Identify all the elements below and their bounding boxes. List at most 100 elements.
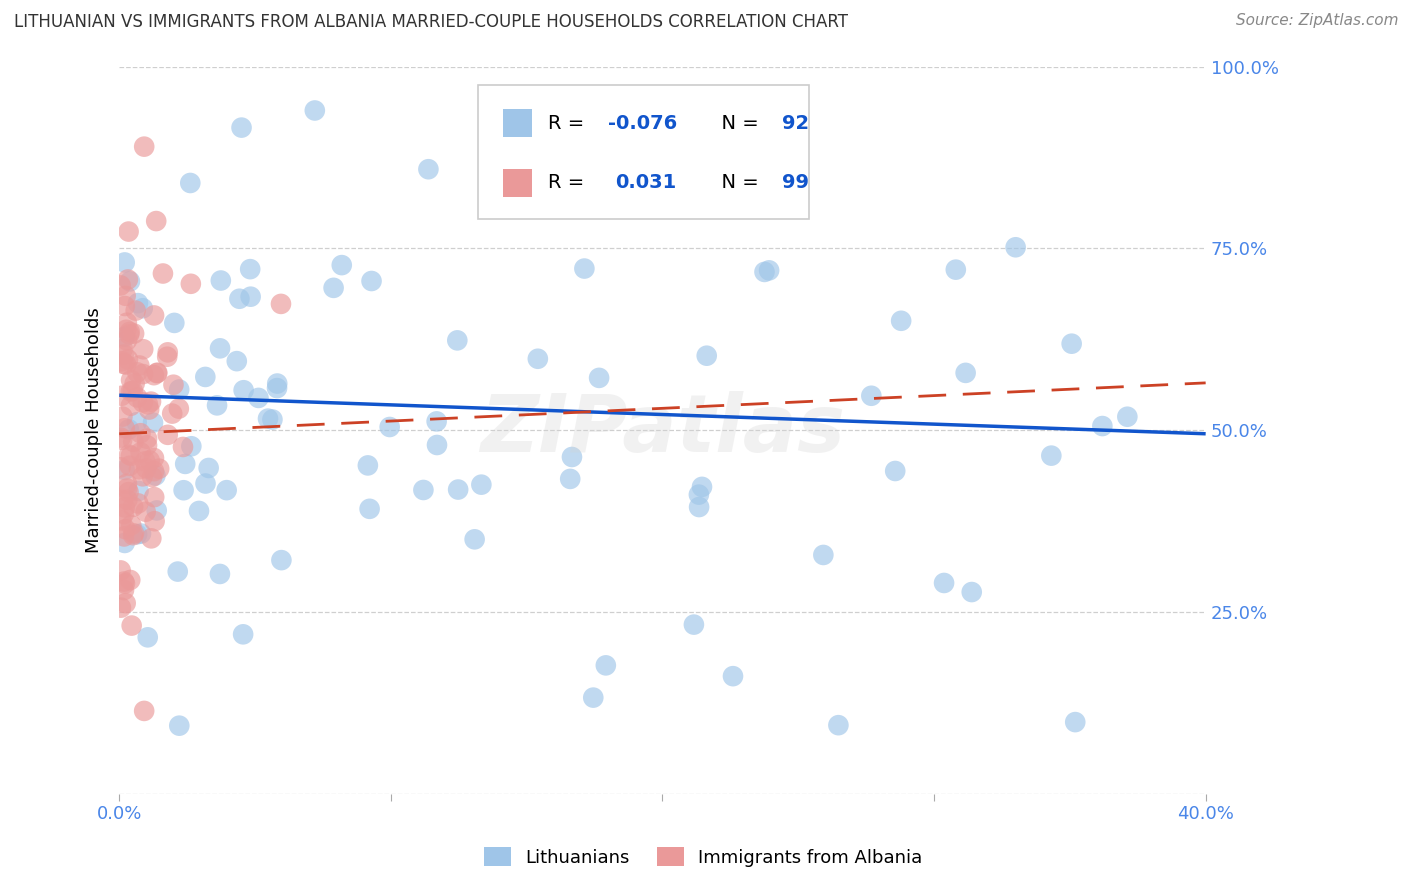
Point bbox=[118, 327, 141, 342]
Point bbox=[120, 518, 142, 533]
Point bbox=[595, 658, 617, 673]
Point bbox=[118, 422, 141, 436]
Point bbox=[111, 354, 134, 368]
Point bbox=[124, 376, 146, 391]
Text: ZIPatlas: ZIPatlas bbox=[479, 391, 845, 469]
Point bbox=[121, 384, 143, 398]
Text: R =: R = bbox=[548, 173, 596, 193]
Point bbox=[143, 309, 166, 323]
Point bbox=[527, 351, 550, 366]
Point bbox=[688, 500, 710, 514]
Point bbox=[143, 514, 166, 528]
Point bbox=[1116, 409, 1139, 424]
Point bbox=[156, 427, 179, 442]
Point bbox=[114, 576, 136, 591]
Point bbox=[138, 453, 160, 467]
Point bbox=[110, 278, 132, 293]
Point bbox=[179, 176, 201, 190]
Point bbox=[112, 583, 135, 598]
Point bbox=[110, 600, 132, 615]
Point bbox=[114, 463, 136, 477]
Point bbox=[122, 434, 145, 449]
Point bbox=[209, 273, 232, 287]
Point bbox=[138, 402, 160, 417]
Point bbox=[112, 347, 135, 361]
Point bbox=[215, 483, 238, 498]
Point bbox=[128, 359, 150, 373]
Point bbox=[447, 483, 470, 497]
Point bbox=[167, 383, 190, 397]
Point bbox=[117, 485, 139, 500]
Point bbox=[446, 334, 468, 348]
Point bbox=[142, 416, 165, 430]
Point bbox=[136, 397, 159, 411]
Point bbox=[136, 630, 159, 644]
Point bbox=[120, 449, 142, 463]
Point bbox=[162, 377, 184, 392]
Point bbox=[270, 297, 292, 311]
Text: 92: 92 bbox=[782, 114, 808, 133]
Point bbox=[129, 526, 152, 541]
Point bbox=[117, 492, 139, 507]
Point bbox=[197, 461, 219, 475]
Text: Source: ZipAtlas.com: Source: ZipAtlas.com bbox=[1236, 13, 1399, 29]
Point bbox=[141, 532, 163, 546]
Point bbox=[266, 376, 288, 391]
Point bbox=[194, 370, 217, 384]
Point bbox=[112, 529, 135, 543]
Point bbox=[426, 438, 449, 452]
Point bbox=[696, 349, 718, 363]
Point bbox=[118, 448, 141, 462]
Point bbox=[378, 420, 401, 434]
Point bbox=[115, 476, 138, 491]
Point bbox=[112, 574, 135, 589]
Point bbox=[169, 719, 191, 733]
Point bbox=[132, 367, 155, 381]
Point bbox=[683, 617, 706, 632]
Point bbox=[114, 330, 136, 344]
FancyBboxPatch shape bbox=[503, 169, 531, 197]
Point bbox=[208, 566, 231, 581]
Point bbox=[174, 457, 197, 471]
Point bbox=[205, 398, 228, 412]
Point bbox=[188, 504, 211, 518]
Point bbox=[128, 483, 150, 498]
Point bbox=[134, 704, 156, 718]
Point bbox=[118, 274, 141, 288]
Point bbox=[127, 365, 149, 379]
Point bbox=[860, 389, 883, 403]
Y-axis label: Married-couple Households: Married-couple Households bbox=[86, 307, 103, 553]
Point bbox=[464, 533, 486, 547]
Point bbox=[172, 440, 194, 454]
Point bbox=[232, 383, 254, 397]
Point bbox=[758, 263, 780, 277]
Point bbox=[129, 445, 152, 459]
Point bbox=[426, 414, 449, 428]
Point bbox=[142, 368, 165, 383]
Point bbox=[114, 522, 136, 536]
Point bbox=[115, 323, 138, 337]
Text: 99: 99 bbox=[782, 173, 808, 193]
Point bbox=[884, 464, 907, 478]
Point bbox=[136, 438, 159, 452]
Point bbox=[111, 433, 134, 447]
Legend: Lithuanians, Immigrants from Albania: Lithuanians, Immigrants from Albania bbox=[477, 840, 929, 874]
Point bbox=[239, 290, 262, 304]
Point bbox=[111, 409, 134, 424]
Point bbox=[231, 120, 253, 135]
Point bbox=[127, 496, 149, 510]
Point bbox=[148, 461, 170, 475]
Point bbox=[167, 401, 190, 416]
Point bbox=[125, 303, 148, 318]
Point bbox=[145, 468, 167, 483]
Point bbox=[115, 358, 138, 372]
Point bbox=[166, 565, 188, 579]
Point bbox=[1064, 715, 1087, 730]
Point bbox=[114, 299, 136, 313]
Point bbox=[139, 394, 162, 409]
Point bbox=[827, 718, 849, 732]
Point bbox=[143, 490, 166, 504]
Point bbox=[360, 274, 382, 288]
Point bbox=[114, 289, 136, 303]
Point bbox=[152, 267, 174, 281]
